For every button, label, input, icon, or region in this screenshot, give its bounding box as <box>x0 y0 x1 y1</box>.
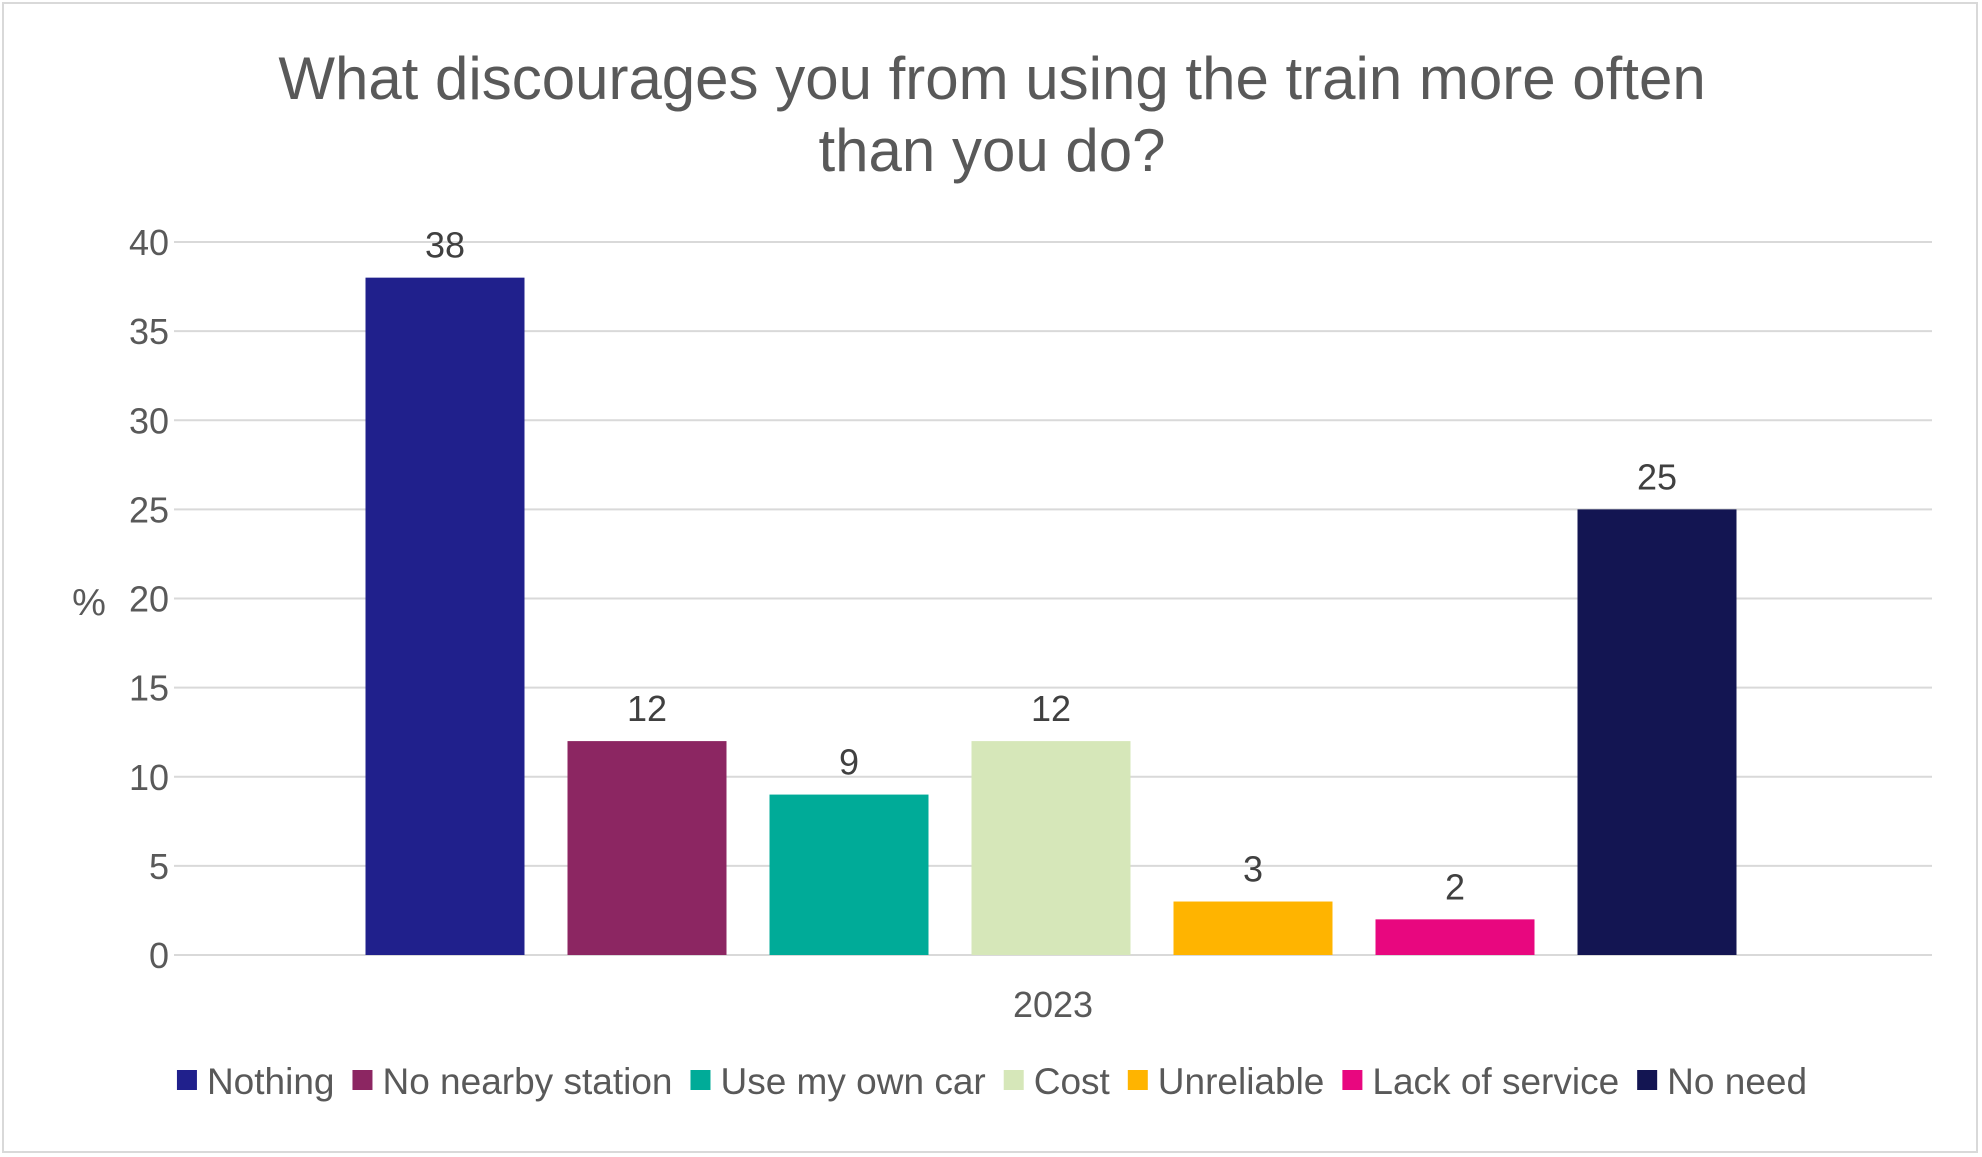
y-tick-label-35: 35 <box>129 311 169 352</box>
y-tick-label-0: 0 <box>149 935 169 976</box>
legend-item-use-my-own-car: Use my own car <box>690 1061 986 1102</box>
data-labels: 38 12 9 12 3 2 25 <box>425 225 1677 908</box>
legend-item-no-nearby-station: No nearby station <box>352 1061 672 1102</box>
legend-label-no-need: No need <box>1667 1061 1807 1102</box>
legend-swatch-nothing <box>176 1070 197 1090</box>
legend-swatch-cost <box>1003 1070 1024 1090</box>
bar-chart: What discourages you from using the trai… <box>72 45 1932 1102</box>
chart-title-line-1: What discourages you from using the trai… <box>278 45 1705 112</box>
legend: Nothing No nearby station Use my own car Co… <box>176 1061 1807 1102</box>
legend-item-no-need: No need <box>1637 1061 1807 1102</box>
legend-label-lack-of-service: Lack of service <box>1372 1061 1619 1102</box>
legend-item-lack-of-service: Lack of service <box>1342 1061 1619 1102</box>
legend-label-cost: Cost <box>1034 1061 1111 1102</box>
legend-swatch-lack-of-service <box>1342 1070 1363 1090</box>
y-axis-ticks: 0 5 10 15 20 25 30 35 40 <box>129 222 169 976</box>
y-tick-label-15: 15 <box>129 668 169 709</box>
data-label-cost: 12 <box>1031 688 1071 729</box>
y-tick-label-30: 30 <box>129 400 169 441</box>
chart-title-line-2: than you do? <box>819 117 1166 184</box>
legend-swatch-unreliable <box>1127 1070 1148 1090</box>
data-label-nothing: 38 <box>425 225 465 266</box>
data-label-no-need: 25 <box>1637 456 1677 497</box>
data-label-lack-of-service: 2 <box>1445 866 1465 907</box>
x-axis-categories: 2023 <box>1013 984 1093 1025</box>
chart-title: What discourages you from using the trai… <box>278 45 1705 184</box>
bar-cost <box>971 741 1131 955</box>
bar-unreliable <box>1173 901 1333 955</box>
y-tick-label-25: 25 <box>129 489 169 530</box>
bars <box>365 277 1737 955</box>
bar-no-need <box>1577 509 1737 955</box>
legend-label-nothing: Nothing <box>207 1061 335 1102</box>
legend-swatch-no-nearby-station <box>352 1070 373 1090</box>
data-label-unreliable: 3 <box>1243 849 1263 890</box>
legend-label-unreliable: Unreliable <box>1158 1061 1325 1102</box>
legend-label-no-nearby-station: No nearby station <box>382 1061 672 1102</box>
bar-lack-of-service <box>1375 919 1535 955</box>
bar-nothing <box>365 277 525 955</box>
legend-swatch-use-my-own-car <box>690 1070 711 1090</box>
y-tick-label-5: 5 <box>149 846 169 887</box>
y-axis-label: % <box>72 582 106 624</box>
legend-item-nothing: Nothing <box>176 1061 335 1102</box>
legend-item-unreliable: Unreliable <box>1127 1061 1325 1102</box>
legend-swatch-no-need <box>1637 1070 1658 1090</box>
data-label-use-my-own-car: 9 <box>839 742 859 783</box>
y-tick-label-10: 10 <box>129 757 169 798</box>
y-tick-label-20: 20 <box>129 579 169 620</box>
y-tick-label-40: 40 <box>129 222 169 263</box>
legend-item-cost: Cost <box>1003 1061 1111 1102</box>
bar-no-nearby-station <box>567 741 727 955</box>
legend-label-use-my-own-car: Use my own car <box>720 1061 985 1102</box>
x-category-label: 2023 <box>1013 984 1093 1025</box>
data-label-no-nearby-station: 12 <box>627 688 667 729</box>
bar-use-my-own-car <box>769 794 929 955</box>
